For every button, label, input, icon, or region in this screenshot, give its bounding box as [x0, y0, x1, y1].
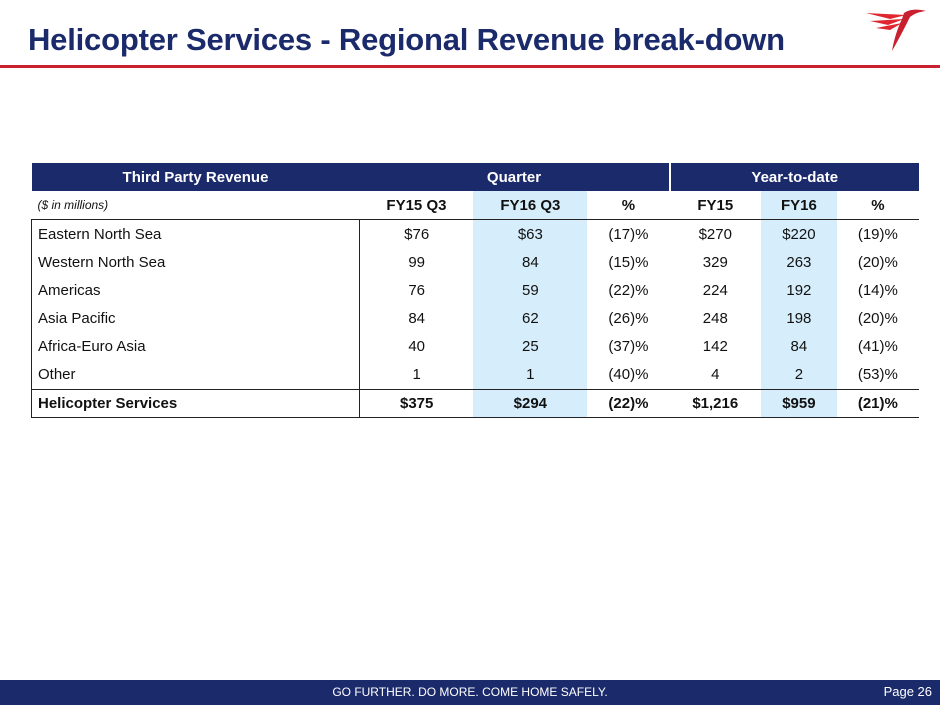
total-value: $294 [473, 388, 588, 419]
cell-value: $270 [698, 226, 732, 244]
cell-value: 84 [761, 332, 837, 362]
hummingbird-logo-icon [866, 9, 926, 52]
col-fy16: FY16 [761, 191, 837, 221]
column-header-row: ($ in millions) FY15 Q3 FY16 Q3 % FY15 F… [31, 191, 919, 221]
table-row: Western North Sea 99 84 (15)% 329 263 (2… [31, 247, 920, 277]
region-name: Western North Sea [31, 247, 360, 277]
cell-value: 62 [473, 304, 588, 333]
table-row: Asia Pacific 84 62 (26)% 248 198 (20)% [31, 304, 920, 333]
table-row: Americas 76 59 (22)% 224 192 (14)% [31, 276, 920, 305]
page-title: Helicopter Services - Regional Revenue b… [28, 22, 785, 57]
revenue-table: Third Party Revenue Quarter Year-to-date… [31, 163, 920, 419]
title-divider [0, 65, 940, 68]
cell-value: 40 [359, 332, 474, 362]
cell-value: 1 [473, 361, 588, 390]
cell-value: 76 [359, 276, 474, 305]
cell-value: 59 [473, 276, 588, 305]
region-name: Asia Pacific [31, 304, 360, 333]
total-value: (22)% [587, 388, 670, 419]
table-row: Eastern North Sea $76 $63 (17)% $270 $22… [31, 219, 920, 248]
region-name: Other [31, 361, 360, 390]
cell-value: 142 [702, 338, 728, 356]
total-value: $1,216 [669, 388, 762, 419]
cell-value: (53)% [857, 366, 898, 384]
cell-value: 4 [711, 366, 720, 384]
cell-value: (20)% [857, 253, 898, 271]
cell-value: 224 [702, 281, 728, 299]
header-year-to-date: Year-to-date [669, 163, 919, 192]
cell-value: 84 [359, 304, 474, 333]
col-ytd-pct: % [836, 191, 919, 221]
cell-value: (26)% [608, 310, 649, 328]
cell-value: (41)% [857, 338, 898, 356]
cell-value: (19)% [857, 226, 898, 244]
table-row: Africa-Euro Asia 40 25 (37)% 142 84 (41)… [31, 332, 920, 362]
table-header-row: Third Party Revenue Quarter Year-to-date [31, 163, 919, 192]
region-name: Eastern North Sea [31, 219, 360, 248]
footer-bar: GO FURTHER. DO MORE. COME HOME SAFELY. P… [0, 680, 940, 705]
total-label: Helicopter Services [31, 388, 360, 419]
cell-value: 248 [702, 310, 728, 328]
cell-value: (22)% [608, 281, 649, 299]
cell-value: (40)% [608, 366, 649, 384]
cell-value: 2 [761, 361, 837, 390]
col-quarter-pct: % [587, 191, 670, 221]
total-value: $959 [761, 388, 837, 419]
cell-value: 99 [359, 247, 474, 277]
cell-value: $76 [359, 219, 474, 248]
total-value: $375 [359, 388, 474, 419]
cell-value: 25 [473, 332, 588, 362]
cell-value: (17)% [608, 226, 649, 244]
cell-value: 198 [761, 304, 837, 333]
cell-value: (20)% [857, 310, 898, 328]
cell-value: 263 [761, 247, 837, 277]
table-row: Other 1 1 (40)% 4 2 (53)% [31, 361, 920, 390]
total-row: Helicopter Services $375 $294 (22)% $1,2… [31, 388, 919, 419]
cell-value: 1 [359, 361, 474, 390]
region-name: Africa-Euro Asia [31, 332, 360, 362]
cell-value: 329 [702, 253, 728, 271]
header-quarter: Quarter [359, 163, 671, 192]
page-number: Page 26 [883, 684, 932, 699]
cell-value: (37)% [608, 338, 649, 356]
units-note: ($ in millions) [31, 191, 360, 221]
cell-value: $63 [473, 219, 588, 248]
cell-value: (14)% [857, 281, 898, 299]
region-name: Americas [31, 276, 360, 305]
cell-value: (15)% [608, 253, 649, 271]
col-fy15-q3: FY15 Q3 [359, 191, 474, 221]
cell-value: 192 [761, 276, 837, 305]
cell-value: 84 [473, 247, 588, 277]
total-value: (21)% [836, 388, 919, 419]
col-fy15: FY15 [669, 191, 762, 221]
footer-tagline: GO FURTHER. DO MORE. COME HOME SAFELY. [332, 685, 608, 699]
header-third-party-revenue: Third Party Revenue [31, 163, 360, 192]
cell-value: $220 [761, 219, 837, 248]
col-fy16-q3: FY16 Q3 [473, 191, 588, 221]
